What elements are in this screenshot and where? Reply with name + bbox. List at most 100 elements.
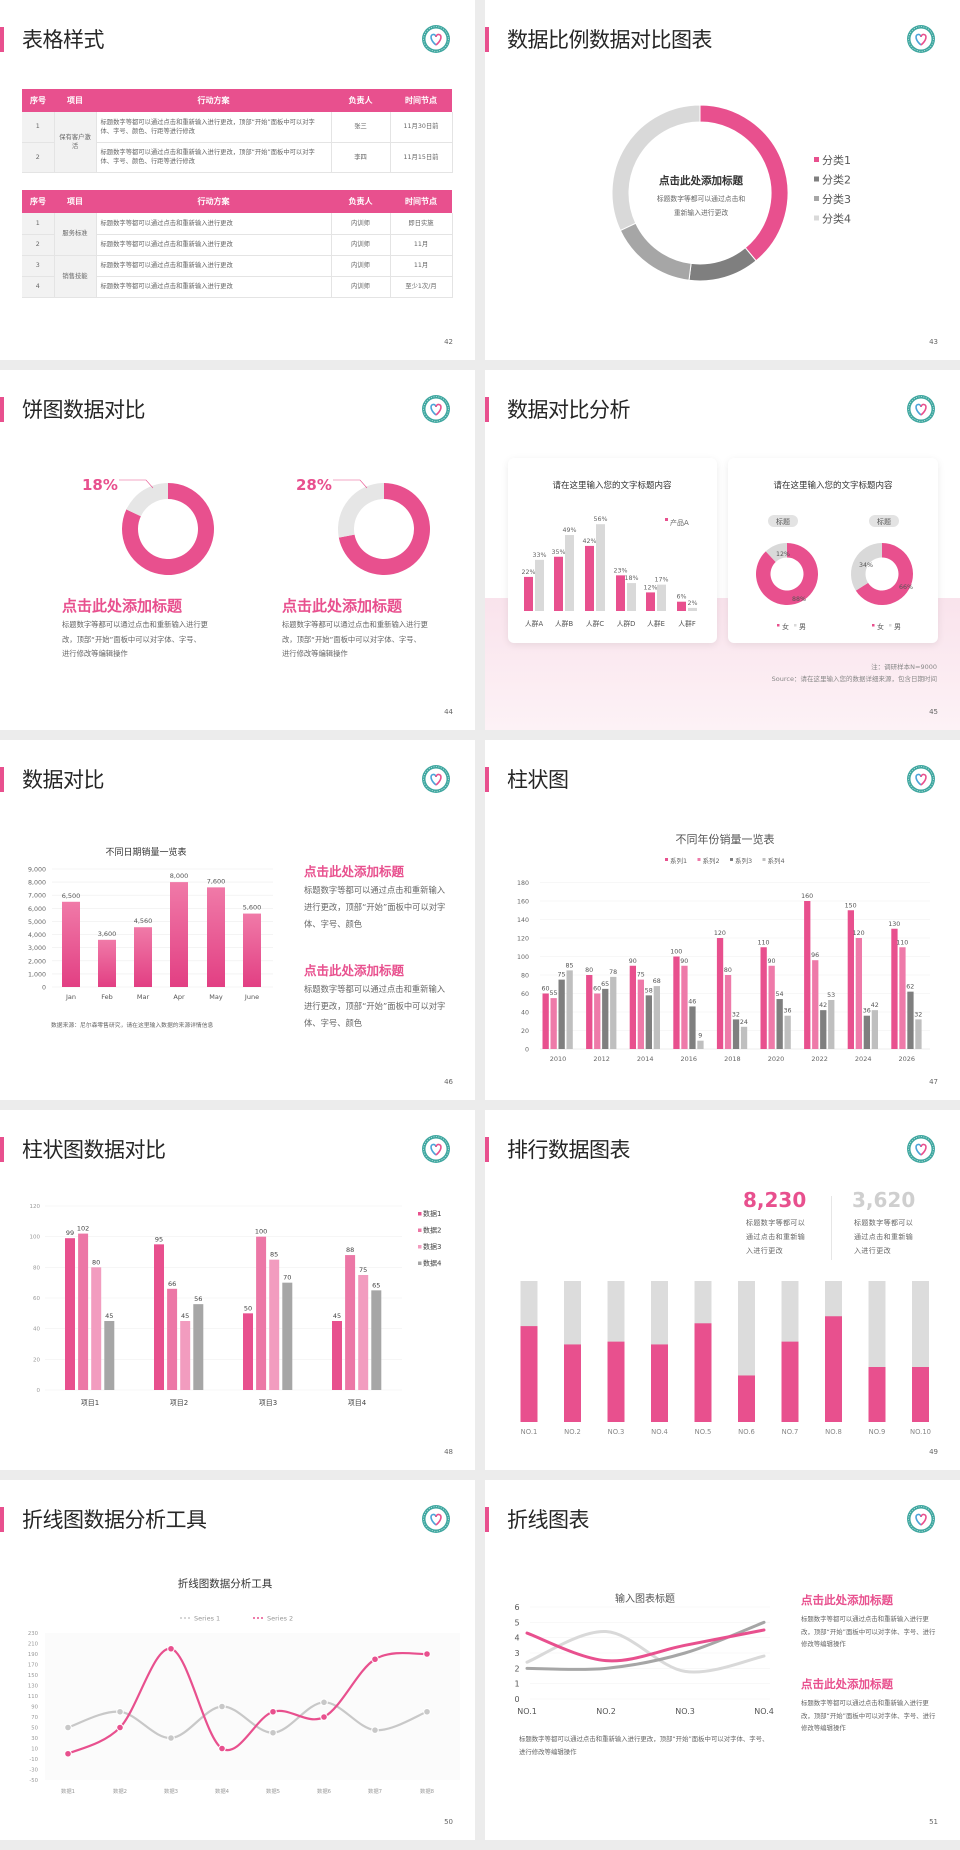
table-row: 4 标题数字等都可以通过点击和重新输入进行更改 内训师 至少1次/月 <box>22 276 453 298</box>
slide-49: 排行数据图表 8,230 标题数字等都可以通过点击和重新输入进行更改 3,620… <box>485 1110 960 1470</box>
owner-cell: 内训师 <box>331 213 391 235</box>
bar-value-label: 99 <box>66 1229 74 1237</box>
bar-value-label: 6% <box>677 594 687 601</box>
slice-label: 34% <box>859 562 873 569</box>
donut-center-text: 标题数字等都可以通过点击和 <box>657 194 746 203</box>
sample-note: 注：调研样本N=9000 <box>871 662 937 671</box>
column-header: 负责人 <box>331 89 390 112</box>
bar <box>565 535 574 611</box>
bar <box>855 938 862 1049</box>
legend-swatch <box>418 1245 422 1249</box>
logo-icon <box>906 764 936 794</box>
chart-title: 输入图表标题 <box>615 1592 675 1605</box>
comparison-charts: 请在这里输入您的文字标题内容 请在这里输入您的文字标题内容 注：调研样本N=90… <box>522 480 938 683</box>
deadline-cell: 11月 <box>390 255 453 277</box>
category-label: NO.2 <box>564 1428 581 1436</box>
legend-label: 系列2 <box>703 856 720 865</box>
bar-value-label: 60 <box>541 986 549 993</box>
bar <box>602 988 609 1049</box>
category-label: NO.4 <box>754 1707 774 1716</box>
category-label: NO.8 <box>825 1428 842 1436</box>
legend-swatch <box>697 858 701 861</box>
data-source: 数据来源：尼尔森零售研究，请在这里输入数据的来源详情信息 <box>51 1021 214 1029</box>
bar <box>812 960 819 1049</box>
category-label: 数据3 <box>164 1787 178 1795</box>
bar <box>784 1015 791 1049</box>
bar <box>282 1282 293 1390</box>
y-tick-label: 210 <box>28 1642 39 1648</box>
legend-label: 男 <box>799 623 806 631</box>
bar <box>542 993 549 1049</box>
bar-value-label: 56% <box>594 516 608 523</box>
donut-center-text: 重新输入进行更改 <box>674 208 729 217</box>
data-point <box>116 1707 124 1716</box>
legend-label: 数据3 <box>423 1242 441 1251</box>
y-tick-label: 10 <box>31 1747 38 1753</box>
bar-value-label: 8,000 <box>170 872 189 880</box>
data-point <box>423 1650 431 1658</box>
data-point <box>269 1707 277 1716</box>
slide-46: 数据对比 不同日期销量一览表 0 1,000 2,000 3,000 4,000 5,000… <box>0 740 475 1100</box>
bar <box>256 1236 267 1390</box>
bar-value-label: 22% <box>522 569 536 576</box>
slide-48: 柱状图数据对比 0 20 40 60 80 100 120 99 102 80 45 项目1 95 66 4… <box>0 1110 475 1470</box>
page-number: 42 <box>444 338 453 346</box>
y-tick-label: 9,000 <box>28 867 46 874</box>
bar-value-label: 53 <box>827 992 835 999</box>
pill-label: 标题 <box>877 517 891 526</box>
bar <box>65 1238 75 1390</box>
bar-value-label: 2% <box>688 600 698 607</box>
legend-label: 女 <box>782 622 789 631</box>
page-number: 45 <box>929 708 938 716</box>
owner-cell: 内训师 <box>331 234 391 256</box>
y-tick-label: 90 <box>31 1705 38 1711</box>
slide-title: 折线图数据分析工具 <box>22 1508 207 1532</box>
bar-fill <box>781 1341 799 1422</box>
bar-value-label: 60 <box>593 986 601 993</box>
y-tick-label: -10 <box>29 1757 38 1763</box>
logo-icon <box>421 24 451 54</box>
y-tick-label: 230 <box>28 1631 39 1637</box>
y-tick-label: 160 <box>517 899 529 906</box>
legend-swatch <box>889 624 892 627</box>
slide-43: 数据比例数据对比图表 点击此处添加标题 标题数字等都可以通过点击和 重新输入进行… <box>485 0 960 360</box>
bar-value-label: 12% <box>644 584 658 591</box>
chart-caption: 标题数字等都可以通过点击和重新输入进行更改，顶部“开始”面板中可以对字体、字号、… <box>519 1735 769 1756</box>
bar-value-label: 90 <box>629 958 637 965</box>
y-tick-label: 0 <box>37 1388 41 1394</box>
bar <box>332 1321 342 1390</box>
bar <box>732 1019 740 1049</box>
title-accent-bar <box>485 1507 489 1532</box>
bar-value-label: 45 <box>333 1312 341 1320</box>
category-label: 2024 <box>855 1055 872 1063</box>
bar-value-label: 35% <box>552 549 566 556</box>
chart-title: 折线图数据分析工具 <box>178 1577 273 1590</box>
plot-area <box>45 1633 460 1780</box>
y-tick-label: 0 <box>42 985 46 992</box>
category-label: Jan <box>65 993 76 1001</box>
bar-value-label: 66 <box>168 1280 176 1288</box>
bar <box>134 927 152 987</box>
leader-line <box>333 479 368 489</box>
bar <box>594 993 601 1049</box>
category-label: 人群E <box>647 619 665 628</box>
table-row: 3 销售技能 标题数字等都可以通过点击和重新输入进行更改 内训师 11月 <box>22 255 453 298</box>
bar <box>863 1015 870 1049</box>
chart-title: 不同日期销量一览表 <box>105 846 186 858</box>
slide-title: 数据对比分析 <box>507 398 631 422</box>
bar-value-label: 49% <box>563 527 577 534</box>
category-label: 人群F <box>678 619 696 628</box>
page-number: 47 <box>929 1078 938 1086</box>
category-label: 2012 <box>593 1055 610 1063</box>
category-label: Mar <box>137 993 150 1001</box>
bar-chart-card <box>508 458 717 643</box>
project-cell: 销售技能 <box>54 255 97 298</box>
bar <box>847 910 854 1049</box>
category-label: 项目1 <box>81 1399 99 1407</box>
bar <box>740 1026 748 1049</box>
category-label: 2022 <box>811 1055 828 1063</box>
y-tick-label: 140 <box>517 917 529 924</box>
data-point <box>371 1655 379 1664</box>
bar-value-label: 75 <box>359 1266 367 1274</box>
legend-label: 男 <box>894 623 901 631</box>
